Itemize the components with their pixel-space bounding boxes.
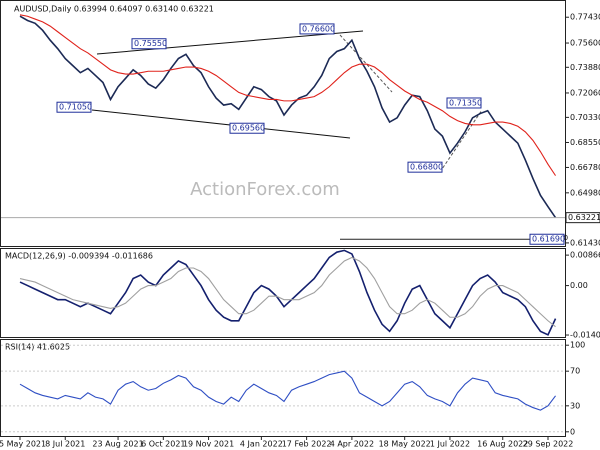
trend-line <box>96 30 364 55</box>
macd-panel <box>0 248 566 338</box>
x-tick-label: 4 Jan 2022 <box>240 440 283 449</box>
x-tick-label: 17 Feb 2022 <box>282 440 332 449</box>
x-tick-label: 8 Jul 2021 <box>45 440 85 449</box>
annotation-label: 0.66800 <box>410 163 443 172</box>
series-line <box>19 15 557 219</box>
last-price-label: 0.63221 <box>568 213 600 222</box>
annotation-label: 0.61690 <box>532 235 565 244</box>
x-tick-label: 23 Aug 2021 <box>92 440 143 449</box>
y-tick-label: 0.008662 <box>570 251 600 260</box>
y-tick-label: 0.00 <box>570 281 588 290</box>
x-tick-label: 1 Jul 2022 <box>430 440 470 449</box>
y-tick-label: 0 <box>570 427 575 436</box>
annotation-label: 0.71050 <box>59 103 92 112</box>
y-tick-label: 0.68550 <box>570 138 600 147</box>
projection-line <box>439 109 483 173</box>
y-tick-label: -0.014055 <box>570 331 600 340</box>
x-tick-label: 6 Oct 2021 <box>141 440 185 449</box>
annotation-box <box>56 101 92 113</box>
annotation-label: 0.69560 <box>232 124 265 133</box>
annotation-box <box>446 97 482 109</box>
annotation-box <box>529 233 565 245</box>
annotation-label: 0.75550 <box>134 39 167 48</box>
y-tick-label: 0.61430 <box>570 238 600 247</box>
series-line <box>19 14 557 176</box>
y-tick-label: 0.73880 <box>570 63 600 72</box>
y-tick-label: 0.70330 <box>570 113 600 122</box>
watermark: ActionForex.com <box>190 179 340 200</box>
last-price-box <box>565 212 600 224</box>
x-tick-label: 18 May 2022 <box>379 440 431 449</box>
y-tick-label: 0.66780 <box>570 163 600 172</box>
x-tick-label: 25 May 2021 <box>0 440 46 449</box>
annotation-label: 0.76600 <box>302 24 335 33</box>
rsi-panel <box>0 339 566 437</box>
annotation-box <box>131 38 167 50</box>
y-tick-label: 0.64980 <box>570 188 600 197</box>
x-tick-label: 19 Nov 2021 <box>183 440 234 449</box>
macd-title: MACD(12,26,9) -0.009394 -0.011686 <box>5 252 153 261</box>
series-line <box>19 249 557 336</box>
y-tick-label: 0.72060 <box>570 88 600 97</box>
x-tick-label: 29 Sep 2022 <box>523 440 574 449</box>
trend-line <box>91 109 351 139</box>
annotation-box <box>299 23 335 35</box>
series-line <box>19 256 556 328</box>
y-tick-label: 0.75600 <box>570 39 600 48</box>
price-panel <box>0 0 566 247</box>
chart-title: AUDUSD,Daily 0.63994 0.64097 0.63140 0.6… <box>14 5 214 14</box>
rsi-title: RSI(14) 41.6025 <box>5 343 70 352</box>
annotation-label: 0.71350 <box>449 98 482 107</box>
y-tick-label: 70 <box>570 367 580 376</box>
x-tick-label: 4 Apr 2022 <box>330 440 374 449</box>
y-tick-label: 0.77430 <box>570 13 600 22</box>
annotation-box <box>229 122 265 134</box>
series-line <box>19 370 556 411</box>
y-tick-label: 100 <box>570 341 585 350</box>
annotation-box <box>407 161 443 173</box>
x-tick-label: 16 Aug 2022 <box>477 440 528 449</box>
y-tick-label: 30 <box>570 401 580 410</box>
